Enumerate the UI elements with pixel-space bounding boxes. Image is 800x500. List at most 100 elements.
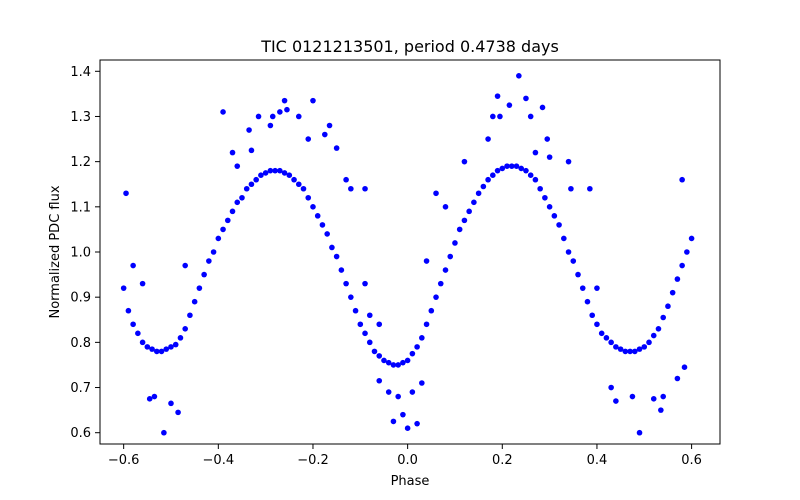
data-point	[229, 149, 236, 156]
data-point	[587, 185, 593, 192]
data-point	[494, 93, 501, 99]
data-point	[442, 204, 449, 210]
data-point	[598, 330, 605, 337]
data-point	[508, 163, 515, 169]
data-point	[319, 222, 326, 228]
data-point	[414, 420, 420, 427]
data-point	[480, 183, 487, 190]
data-point	[594, 285, 600, 291]
data-point	[660, 393, 667, 400]
data-point	[546, 154, 553, 160]
x-tick-label: −0.4	[203, 453, 235, 468]
data-point	[310, 204, 316, 210]
x-axis-ticks: −0.6 −0.4 −0.2 0.0 0.2 0.4 0.6	[108, 444, 702, 468]
data-point	[485, 136, 491, 142]
data-point	[310, 97, 316, 104]
data-point	[527, 113, 534, 120]
data-point	[234, 163, 241, 169]
data-point	[542, 194, 548, 201]
data-point	[475, 190, 482, 197]
data-point	[688, 235, 695, 242]
data-point	[220, 109, 226, 115]
data-point	[404, 357, 411, 364]
data-point	[153, 348, 160, 355]
data-point	[146, 396, 153, 402]
data-point	[286, 172, 293, 178]
data-point	[125, 307, 132, 314]
data-point	[269, 113, 276, 120]
data-point	[568, 185, 574, 192]
data-point	[130, 321, 136, 328]
data-point	[182, 262, 188, 269]
data-point	[262, 170, 269, 176]
data-point	[215, 235, 222, 242]
data-point	[333, 145, 340, 151]
data-point	[404, 425, 411, 431]
data-point	[461, 217, 468, 224]
data-point	[400, 411, 406, 418]
data-point	[246, 127, 252, 133]
data-point	[168, 344, 174, 350]
x-tick-label: −0.6	[108, 453, 140, 468]
data-point	[655, 326, 662, 332]
data-point	[172, 341, 179, 348]
x-axis-label: Phase	[391, 474, 430, 489]
data-point	[423, 258, 430, 264]
data-point	[551, 213, 558, 219]
data-point	[650, 396, 657, 402]
x-tick-label: 0.2	[492, 453, 513, 468]
chart-title: TIC 0121213501, period 0.4738 days	[260, 37, 559, 56]
data-point	[579, 285, 586, 291]
x-tick-label: −0.2	[297, 453, 329, 468]
data-point	[456, 226, 463, 233]
data-point	[414, 344, 420, 350]
x-tick-label: 0.4	[587, 453, 608, 468]
data-point	[613, 344, 619, 350]
data-point	[584, 298, 591, 305]
data-point	[255, 113, 262, 120]
data-point	[636, 429, 643, 436]
data-point	[575, 271, 581, 278]
data-point	[130, 262, 136, 269]
data-point	[210, 249, 217, 255]
data-point	[442, 267, 449, 273]
data-point	[248, 147, 255, 154]
data-point	[314, 213, 321, 219]
data-point	[504, 163, 510, 169]
data-point	[234, 199, 241, 206]
data-point	[291, 176, 297, 183]
data-point	[139, 339, 146, 346]
data-point	[681, 364, 688, 371]
data-point	[158, 348, 165, 355]
data-point	[182, 326, 188, 332]
data-point	[636, 346, 643, 352]
data-point	[277, 167, 283, 174]
data-point	[243, 185, 250, 192]
data-point	[151, 393, 158, 400]
data-point	[322, 131, 328, 138]
data-point	[343, 176, 349, 183]
data-point	[267, 167, 274, 174]
data-point	[669, 289, 676, 296]
data-point	[352, 307, 359, 314]
data-point	[423, 321, 430, 328]
data-point	[428, 307, 435, 314]
data-point	[409, 350, 416, 357]
data-point	[561, 235, 567, 242]
data-point	[371, 348, 378, 355]
data-point	[366, 312, 373, 319]
data-point	[565, 158, 572, 165]
data-point	[381, 357, 387, 364]
data-point	[191, 298, 198, 305]
data-point	[674, 375, 681, 382]
data-point	[348, 185, 354, 192]
data-point	[239, 194, 245, 201]
data-point	[395, 393, 401, 400]
data-point	[175, 409, 181, 416]
data-point	[284, 106, 290, 113]
data-points	[120, 73, 695, 436]
data-point	[419, 380, 425, 386]
data-point	[497, 113, 503, 120]
data-point	[300, 185, 307, 192]
